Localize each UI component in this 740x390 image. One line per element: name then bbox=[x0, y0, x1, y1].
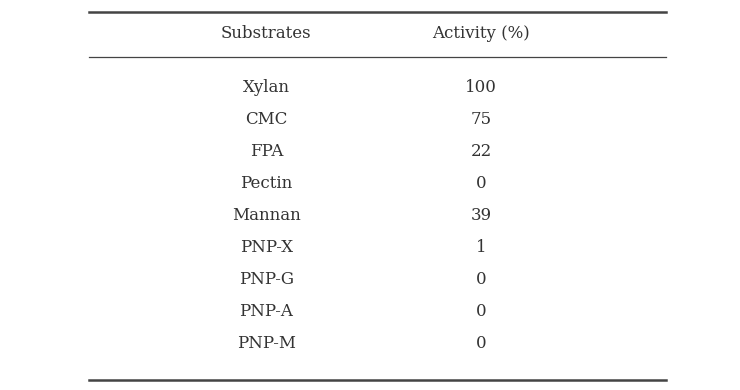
Text: 0: 0 bbox=[476, 335, 486, 352]
Text: 0: 0 bbox=[476, 175, 486, 192]
Text: 100: 100 bbox=[465, 79, 497, 96]
Text: 0: 0 bbox=[476, 303, 486, 320]
Text: 0: 0 bbox=[476, 271, 486, 288]
Text: 75: 75 bbox=[471, 111, 491, 128]
Text: Mannan: Mannan bbox=[232, 207, 300, 224]
Text: Pectin: Pectin bbox=[240, 175, 292, 192]
Text: 1: 1 bbox=[476, 239, 486, 256]
Text: PNP-M: PNP-M bbox=[237, 335, 296, 352]
Text: 22: 22 bbox=[471, 143, 491, 160]
Text: PNP-X: PNP-X bbox=[240, 239, 293, 256]
Text: Substrates: Substrates bbox=[221, 25, 312, 42]
Text: Activity (%): Activity (%) bbox=[432, 25, 530, 42]
Text: PNP-G: PNP-G bbox=[239, 271, 294, 288]
Text: FPA: FPA bbox=[249, 143, 283, 160]
Text: 39: 39 bbox=[471, 207, 491, 224]
Text: PNP-A: PNP-A bbox=[240, 303, 293, 320]
Text: CMC: CMC bbox=[245, 111, 288, 128]
Text: Xylan: Xylan bbox=[243, 79, 290, 96]
